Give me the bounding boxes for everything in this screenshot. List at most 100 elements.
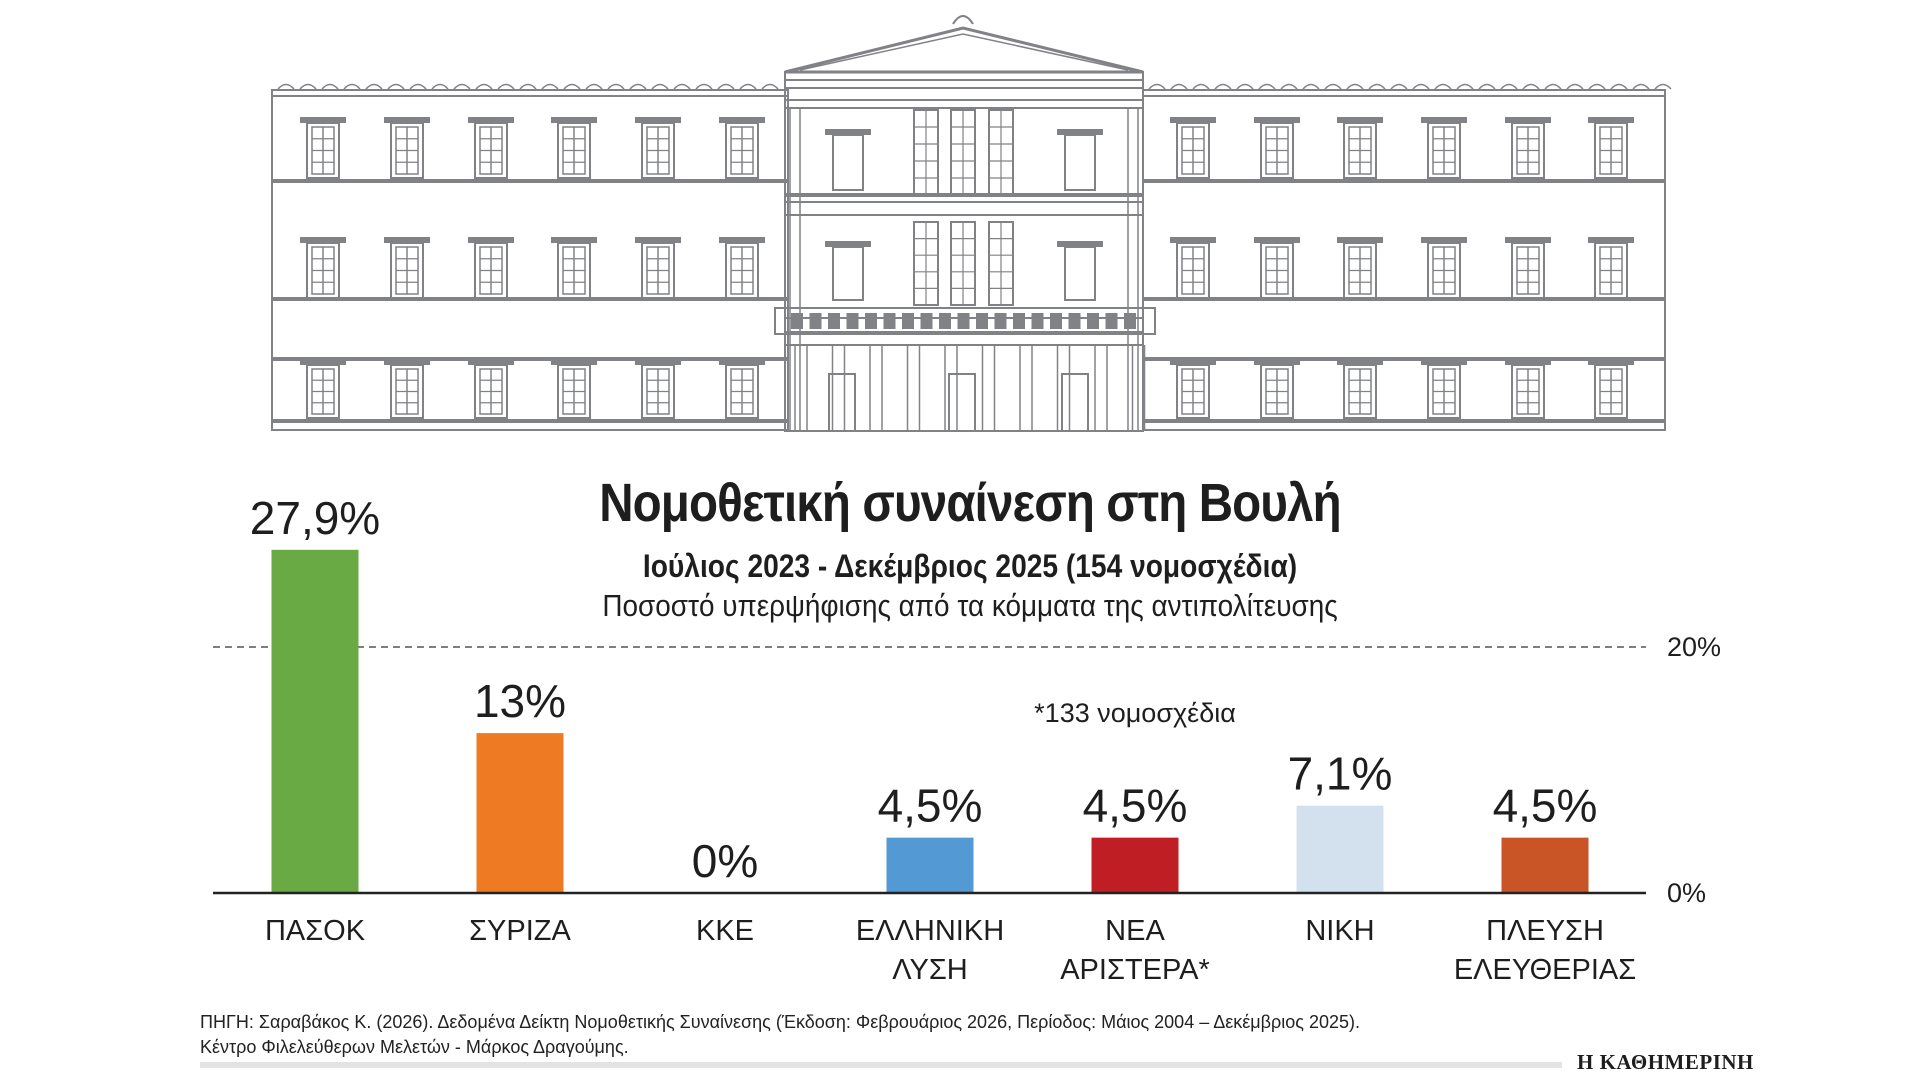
baluster	[902, 313, 914, 329]
roof-ornament	[695, 83, 713, 90]
baluster	[1068, 313, 1081, 329]
window	[551, 237, 597, 299]
roof-ornament	[673, 83, 691, 90]
roof-ornament	[1566, 83, 1584, 90]
baluster	[1050, 313, 1062, 329]
window	[1505, 359, 1551, 419]
roof-ornament	[1412, 83, 1430, 90]
roof-ornament	[651, 83, 669, 90]
category-label-3: ΛΥΣΗ	[892, 954, 967, 986]
category-label-2: ΚΚΕ	[696, 915, 754, 947]
data-label-6: 4,5%	[1493, 780, 1598, 832]
roof-ornament	[1302, 83, 1320, 90]
window	[832, 134, 864, 191]
roof-ornament	[519, 83, 537, 90]
roof-ornament	[717, 83, 735, 90]
window	[1421, 237, 1467, 299]
roof-ornament	[1632, 83, 1650, 90]
roof-ornament	[739, 83, 757, 90]
window	[468, 237, 514, 299]
portico	[774, 15, 1156, 432]
window	[1254, 359, 1300, 419]
window	[1337, 237, 1383, 299]
window	[551, 117, 597, 179]
window	[1505, 237, 1551, 299]
roof-ornament	[1610, 83, 1628, 90]
bar-3	[886, 837, 974, 893]
bar-1	[476, 733, 564, 893]
roof-ornament	[299, 83, 317, 90]
roof-ornament	[607, 83, 625, 90]
roof-ornament	[453, 83, 471, 90]
roof-ornament	[321, 83, 339, 90]
window	[1588, 359, 1634, 419]
bar-6	[1501, 837, 1589, 893]
window	[468, 359, 514, 419]
roof-ornament	[409, 83, 427, 90]
window	[1170, 117, 1216, 179]
window	[1064, 134, 1096, 191]
window	[1505, 117, 1551, 179]
window	[719, 117, 765, 179]
roof-ornament	[541, 83, 559, 90]
acroterion	[952, 15, 974, 25]
y-tick-label: 0%	[1667, 878, 1706, 908]
roof-ornament	[277, 83, 295, 90]
window	[551, 359, 597, 419]
roof-ornament	[1280, 83, 1298, 90]
roof-ornament	[1236, 83, 1254, 90]
roof-ornament	[1346, 83, 1364, 90]
roof-ornament	[1478, 83, 1496, 90]
window	[1064, 246, 1096, 301]
kathimerini-logo: Η ΚΑΘΗΜΕΡΙΝΗ	[1577, 1050, 1754, 1074]
door	[828, 373, 856, 432]
baluster	[1031, 313, 1044, 329]
baluster	[791, 313, 803, 329]
building-lines	[271, 15, 1672, 432]
bar-4	[1091, 837, 1179, 893]
roof-ornament	[1522, 83, 1540, 90]
baluster	[1013, 313, 1025, 329]
y-tick-label: 20%	[1667, 632, 1721, 662]
category-label-3: ΕΛΛΗΝΙΚΗ	[856, 915, 1004, 947]
baluster	[1124, 313, 1136, 329]
category-label-0: ΠΑΣΟΚ	[265, 915, 366, 947]
roof-ornament	[1214, 83, 1232, 90]
door	[1061, 373, 1089, 432]
data-label-3: 4,5%	[878, 780, 983, 832]
data-label-2: 0%	[692, 835, 758, 887]
roof-ornament	[1258, 83, 1276, 90]
roof-ornament	[497, 83, 515, 90]
footer-divider	[200, 1062, 1562, 1068]
window	[635, 237, 681, 299]
roof-ornament	[431, 83, 449, 90]
window	[1170, 237, 1216, 299]
roof-ornament	[1390, 83, 1408, 90]
roof-ornament	[1500, 83, 1518, 90]
category-label-1: ΣΥΡΙΖΑ	[469, 915, 571, 947]
roof-ornament	[1544, 83, 1562, 90]
data-label-0: 27,9%	[250, 492, 380, 544]
baluster	[865, 313, 877, 329]
annotation-note: *133 νομοσχέδια	[1034, 698, 1236, 728]
bar-0	[271, 549, 359, 893]
window	[384, 359, 430, 419]
window	[468, 117, 514, 179]
category-label-4: ΑΡΙΣΤΕΡΑ*	[1060, 954, 1210, 986]
roof-ornament	[343, 83, 361, 90]
roof-ornament	[475, 83, 493, 90]
window	[300, 237, 346, 299]
category-label-6: ΠΛΕΥΣΗ	[1486, 915, 1604, 947]
baluster	[957, 313, 970, 329]
window	[719, 359, 765, 419]
door	[948, 373, 976, 432]
roof-ornament	[1368, 83, 1386, 90]
roof-ornament	[585, 83, 603, 90]
window	[1588, 117, 1634, 179]
roof-ornament	[1654, 83, 1672, 90]
roof-ornament	[1324, 83, 1342, 90]
baluster	[1105, 313, 1118, 329]
window	[1421, 117, 1467, 179]
source-line-2: Κέντρο Φιλελεύθερων Μελετών - Μάρκος Δρα…	[200, 1037, 629, 1057]
window	[384, 117, 430, 179]
